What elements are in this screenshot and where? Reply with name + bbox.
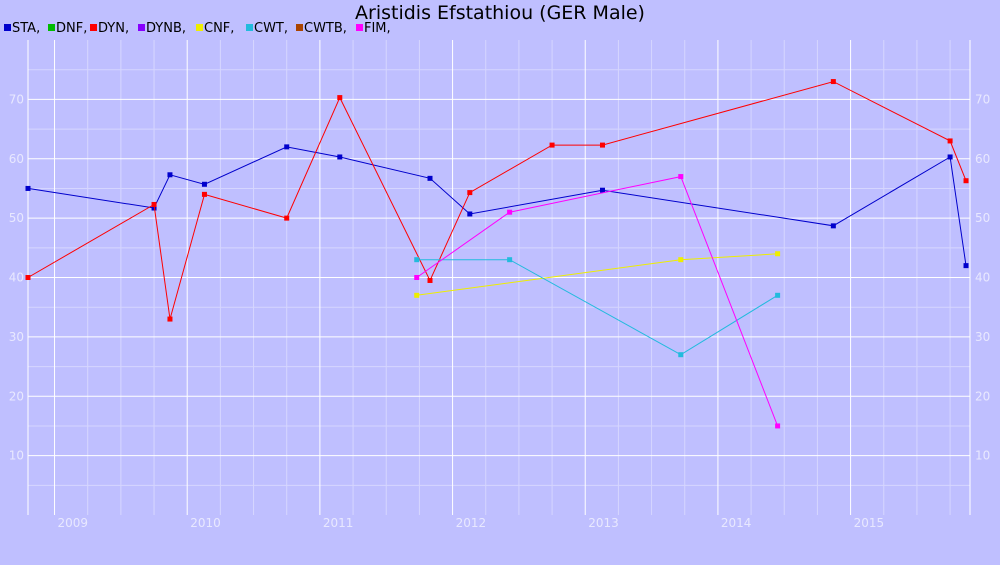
data-point-sta: [947, 154, 953, 160]
data-point-sta: [201, 181, 207, 187]
legend-swatch-dnf: [48, 24, 55, 31]
y-tick-label-left: 30: [9, 330, 24, 344]
data-point-cnf: [775, 251, 781, 257]
data-point-sta: [337, 154, 343, 160]
data-point-sta: [167, 172, 173, 178]
y-tick-label-right: 20: [975, 389, 990, 403]
data-point-sta: [25, 185, 31, 191]
data-point-dyn: [830, 79, 836, 85]
data-point-sta: [963, 263, 969, 269]
data-point-sta: [284, 144, 290, 150]
y-tick-label-left: 10: [9, 449, 24, 463]
y-tick-label-right: 10: [975, 449, 990, 463]
legend-label-sta: STA,: [12, 21, 40, 36]
legend-swatch-fim: [356, 24, 363, 31]
y-tick-label-right: 30: [975, 330, 990, 344]
series-cwt: [414, 257, 781, 358]
y-tick-label-right: 70: [975, 92, 990, 106]
legend-swatch-dynb: [138, 24, 145, 31]
grid-major: [28, 40, 970, 515]
data-point-dyn: [427, 277, 433, 283]
x-tick-label: 2014: [721, 516, 752, 530]
data-point-dyn: [151, 201, 157, 207]
series-sta: [25, 144, 969, 269]
data-point-cwt: [414, 257, 420, 263]
data-point-dyn: [549, 142, 555, 148]
legend-label-dyn: DYN,: [98, 21, 129, 36]
data-point-dyn: [963, 178, 969, 184]
legend-label-cnf: CNF,: [204, 21, 234, 36]
legend-label-dnf: DNF,: [56, 21, 87, 36]
data-point-sta: [467, 211, 473, 217]
y-tick-label-left: 60: [9, 152, 24, 166]
data-point-dyn: [167, 316, 173, 322]
series-layer: [25, 79, 969, 429]
y-tick-label-left: 50: [9, 211, 24, 225]
data-point-dyn: [201, 191, 207, 197]
data-point-dyn: [337, 95, 343, 101]
legend-swatch-dyn: [90, 24, 97, 31]
x-tick-label: 2013: [588, 516, 619, 530]
data-point-cwt: [775, 292, 781, 298]
y-tick-label-right: 50: [975, 211, 990, 225]
data-point-cnf: [414, 292, 420, 298]
legend-swatch-cwtb: [296, 24, 303, 31]
x-tick-label: 2011: [323, 516, 354, 530]
data-point-cnf: [678, 257, 684, 263]
legend-swatch-sta: [4, 24, 11, 31]
data-point-dyn: [599, 142, 605, 148]
x-tick-label: 2009: [58, 516, 89, 530]
legend-swatch-cwt: [246, 24, 253, 31]
legend: STA, DNF, DYN, DYNB, CNF, CWT, CWTB, FIM,: [4, 21, 391, 36]
data-point-dyn: [947, 138, 953, 144]
legend-label-cwtb: CWTB,: [304, 21, 347, 36]
data-point-fim: [414, 275, 420, 280]
legend-label-dynb: DYNB,: [146, 21, 186, 36]
legend-swatch-cnf: [196, 24, 203, 31]
data-point-dyn: [284, 215, 290, 221]
x-tick-label: 2012: [456, 516, 487, 530]
y-tick-label-right: 60: [975, 152, 990, 166]
y-tick-label-left: 70: [9, 92, 24, 106]
data-point-cwt: [678, 352, 684, 358]
series-line-fim: [416, 176, 779, 427]
data-point-fim: [775, 423, 781, 429]
y-tick-label-left: 40: [9, 271, 24, 285]
x-tick-label: 2015: [854, 516, 885, 530]
data-point-sta: [427, 175, 433, 181]
data-point-dyn: [467, 190, 473, 196]
legend-label-cwt: CWT,: [254, 21, 288, 36]
data-point-dyn: [25, 275, 31, 280]
legend-label-fim: FIM,: [364, 21, 391, 36]
chart-title: Aristidis Efstathiou (GER Male): [355, 2, 645, 24]
series-dyn: [25, 79, 969, 322]
tick-labels: 10 10 20 20 30 30 40 40 50 50 60 60 70 70 2009 2010 2011…: [9, 92, 991, 530]
data-point-cwt: [507, 257, 513, 263]
y-tick-label-left: 20: [9, 389, 24, 403]
series-line-sta: [27, 146, 967, 266]
data-point-sta: [599, 187, 605, 193]
series-line-cwt: [416, 259, 778, 356]
series-cnf: [414, 251, 781, 298]
data-point-fim: [678, 174, 684, 180]
data-point-fim: [507, 209, 513, 215]
series-fim: [414, 174, 781, 429]
data-point-sta: [830, 223, 836, 229]
x-tick-label: 2010: [190, 516, 221, 530]
y-tick-label-right: 40: [975, 271, 990, 285]
